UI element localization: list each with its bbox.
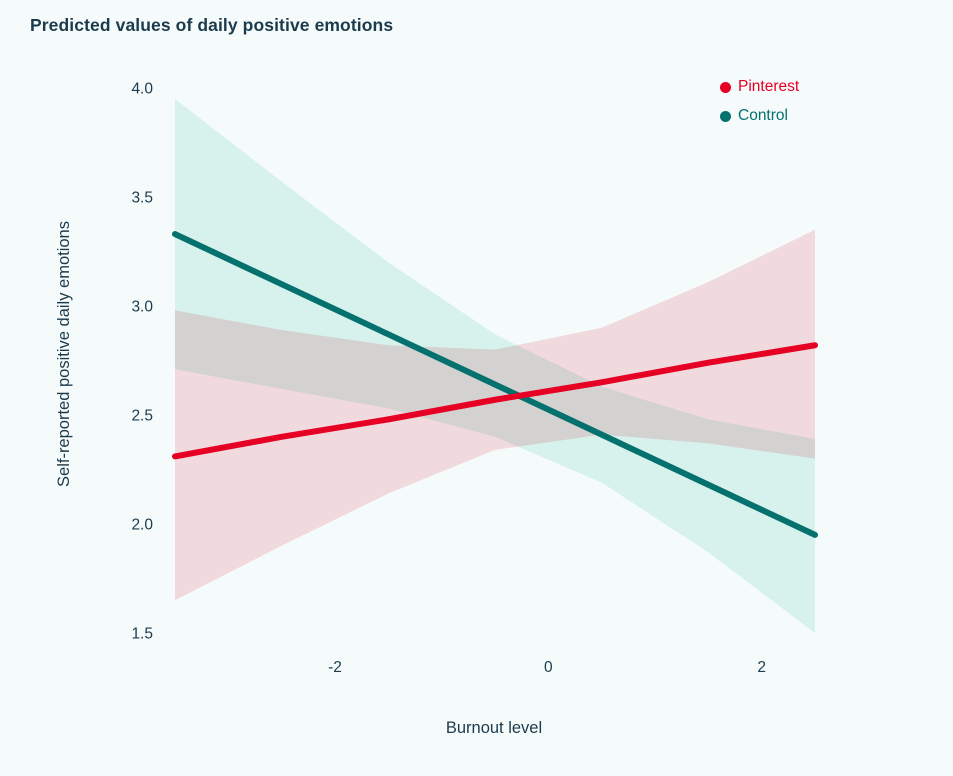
y-tick-2.0: 2.0 [131, 517, 153, 534]
y-axis-label: Self-reported positive daily emotions [55, 221, 73, 487]
legend-item-pinterest: Pinterest [720, 76, 799, 98]
legend-label-pinterest: Pinterest [738, 78, 800, 95]
x-tick-2: 2 [757, 659, 766, 676]
control-confidence-band [175, 98, 815, 633]
legend: Pinterest Control [720, 76, 799, 134]
legend-label-control: Control [738, 107, 788, 124]
y-tick-2.5: 2.5 [131, 408, 153, 425]
pinterest-series-dot-icon [720, 81, 731, 93]
y-tick-3.5: 3.5 [131, 190, 153, 207]
plot-svg: 4.0 3.5 3.0 2.5 2.0 1.5 -2 0 2 [131, 81, 818, 676]
x-tick--2: -2 [328, 659, 342, 676]
control-series-dot-icon [720, 110, 731, 122]
legend-item-control: Control [720, 105, 799, 127]
x-tick-0: 0 [544, 659, 553, 676]
y-tick-4.0: 4.0 [131, 81, 153, 98]
x-axis-label: Burnout level [445, 719, 543, 737]
chart-title: Predicted values of daily positive emoti… [30, 15, 394, 35]
control-line [172, 231, 818, 538]
y-tick-3.0: 3.0 [131, 299, 153, 316]
y-tick-1.5: 1.5 [131, 626, 153, 643]
pinterest-line [172, 342, 818, 460]
